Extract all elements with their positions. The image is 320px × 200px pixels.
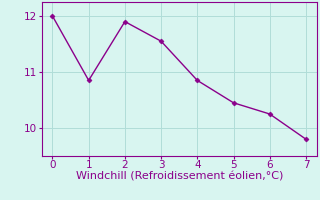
X-axis label: Windchill (Refroidissement éolien,°C): Windchill (Refroidissement éolien,°C) xyxy=(76,172,283,182)
